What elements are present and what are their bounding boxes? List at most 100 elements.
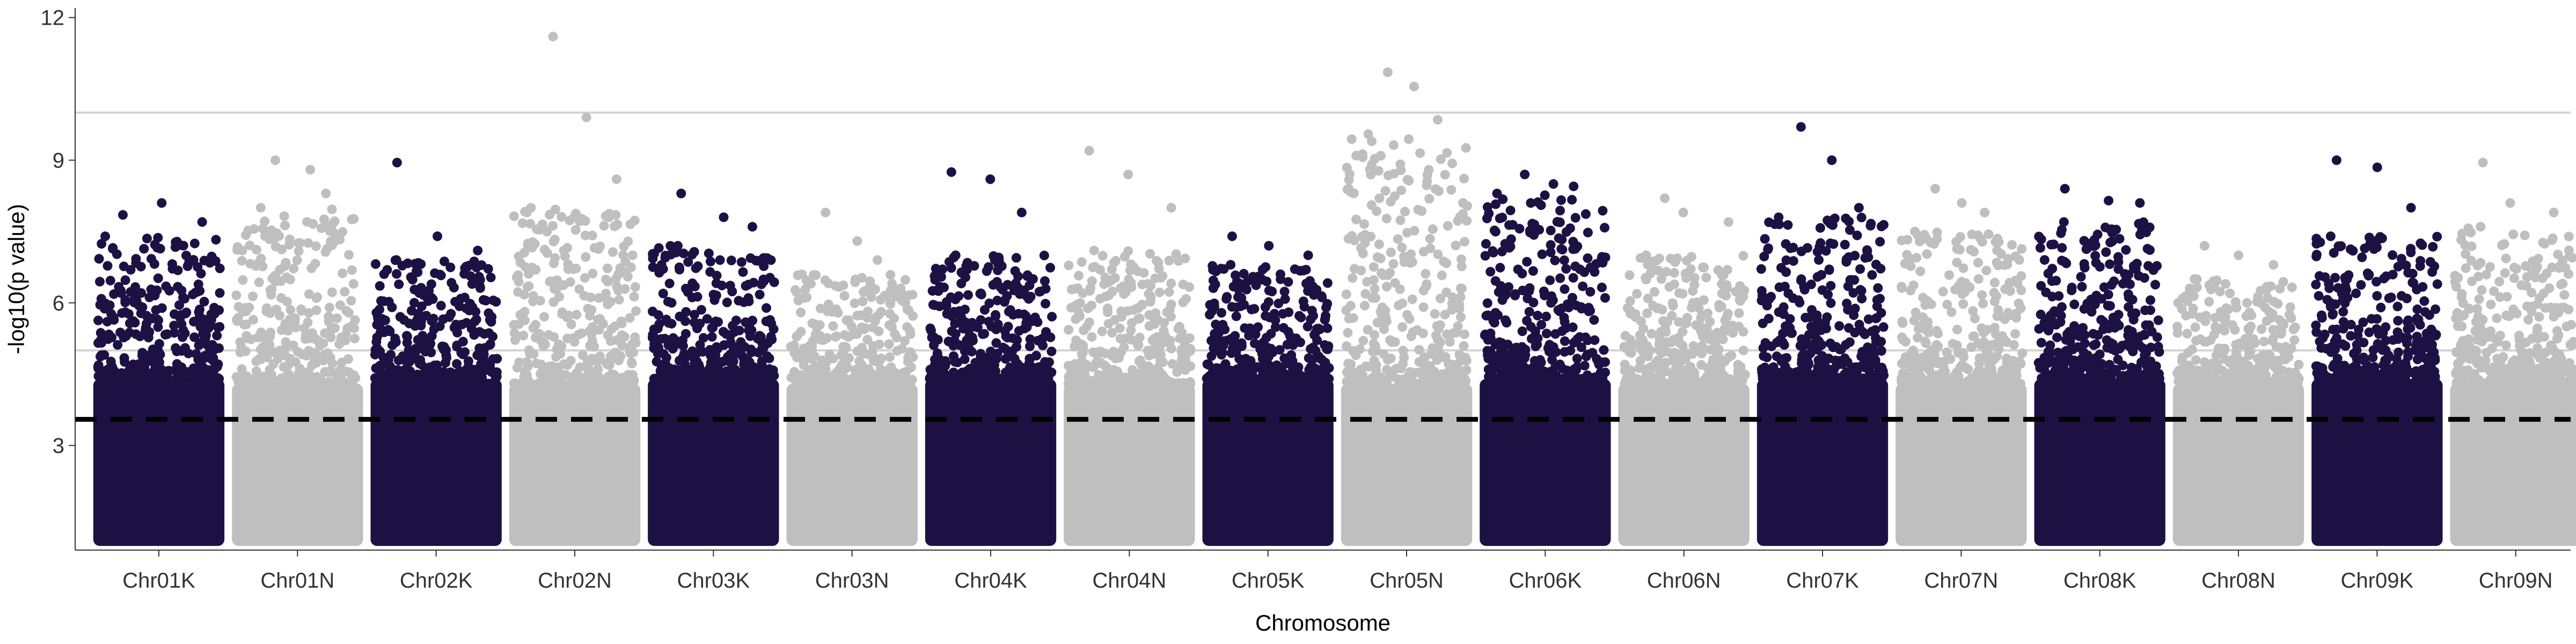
data-point [769, 324, 779, 334]
data-point [1177, 363, 1187, 374]
data-point [613, 269, 624, 279]
data-point [2057, 302, 2067, 312]
data-point [406, 272, 416, 282]
data-point [412, 373, 422, 383]
data-point [1813, 370, 1824, 380]
data-point [2150, 280, 2161, 290]
data-point [463, 262, 473, 272]
data-point [541, 364, 551, 375]
data-point [248, 314, 259, 325]
data-point [1428, 224, 1438, 234]
data-point [1812, 247, 1823, 257]
data-point [171, 237, 181, 247]
data-point [2121, 274, 2132, 284]
data-point [385, 373, 395, 383]
data-point [533, 378, 544, 388]
data-point [1822, 312, 1832, 322]
data-point [245, 240, 255, 251]
data-point [2257, 324, 2267, 334]
data-point [555, 378, 565, 389]
data-point [1358, 370, 1368, 380]
data-point [1489, 318, 1499, 328]
point-cluster [1341, 383, 1473, 546]
data-point [999, 374, 1009, 384]
top-hit-point [1723, 217, 1733, 227]
data-point [153, 232, 163, 243]
data-point [248, 291, 258, 302]
data-point [569, 371, 579, 381]
data-point [902, 304, 912, 314]
data-point [129, 295, 139, 305]
data-points [93, 32, 2576, 546]
top-hit-point [1774, 212, 1784, 222]
data-point [976, 288, 986, 298]
data-point [1863, 252, 1874, 262]
data-point [532, 224, 542, 235]
data-point [125, 327, 135, 338]
data-point [692, 348, 702, 358]
data-point [262, 230, 272, 240]
data-point [416, 360, 427, 370]
data-point [1456, 312, 1466, 322]
data-point [1399, 252, 1409, 262]
data-point [967, 318, 977, 328]
data-point [1153, 257, 1163, 267]
data-point [1136, 370, 1146, 380]
data-point [237, 255, 247, 266]
data-point [161, 281, 171, 291]
data-point [1305, 276, 1315, 286]
data-point [447, 374, 457, 384]
data-point [1437, 270, 1447, 281]
data-point [212, 331, 222, 341]
data-point [1064, 260, 1074, 270]
data-point [1457, 367, 1467, 377]
data-point [1323, 341, 1334, 351]
data-point [1397, 322, 1408, 332]
data-point [151, 305, 161, 315]
data-point [1756, 264, 1766, 274]
data-point [1483, 335, 1493, 345]
data-point [460, 347, 470, 357]
data-point [850, 365, 860, 375]
data-point [519, 377, 530, 387]
data-point [1346, 359, 1356, 369]
data-point [1543, 343, 1553, 353]
data-point [2080, 330, 2090, 340]
data-point [761, 303, 771, 313]
point-cluster [786, 383, 918, 546]
data-point [202, 352, 212, 362]
data-point [765, 370, 775, 380]
data-point [1759, 351, 1769, 361]
data-point [561, 370, 571, 380]
data-point [1097, 251, 1108, 261]
data-point [439, 257, 449, 267]
data-point [1395, 284, 1405, 294]
data-point [1359, 219, 1369, 229]
data-point [2034, 231, 2044, 241]
data-point [2139, 217, 2149, 227]
data-point [608, 378, 618, 389]
point-cluster [2172, 383, 2304, 546]
data-point [1341, 305, 1351, 316]
data-point [562, 312, 572, 323]
data-point [242, 333, 252, 343]
data-point [1826, 298, 1836, 308]
data-point [1115, 334, 1125, 344]
data-point [900, 275, 910, 285]
data-point [1846, 275, 1856, 285]
data-point [1236, 354, 1246, 364]
data-point [2113, 310, 2124, 320]
data-point [815, 303, 825, 313]
data-point [941, 358, 951, 368]
data-point [1358, 335, 1368, 346]
data-point [551, 352, 561, 362]
data-point [1504, 282, 1514, 292]
data-point [1524, 306, 1534, 317]
data-point [447, 277, 457, 288]
data-point [180, 343, 190, 353]
data-point [1856, 286, 1867, 296]
data-point [1969, 331, 1979, 341]
data-point [485, 315, 495, 325]
data-point [694, 360, 704, 370]
data-point [1940, 356, 1950, 366]
